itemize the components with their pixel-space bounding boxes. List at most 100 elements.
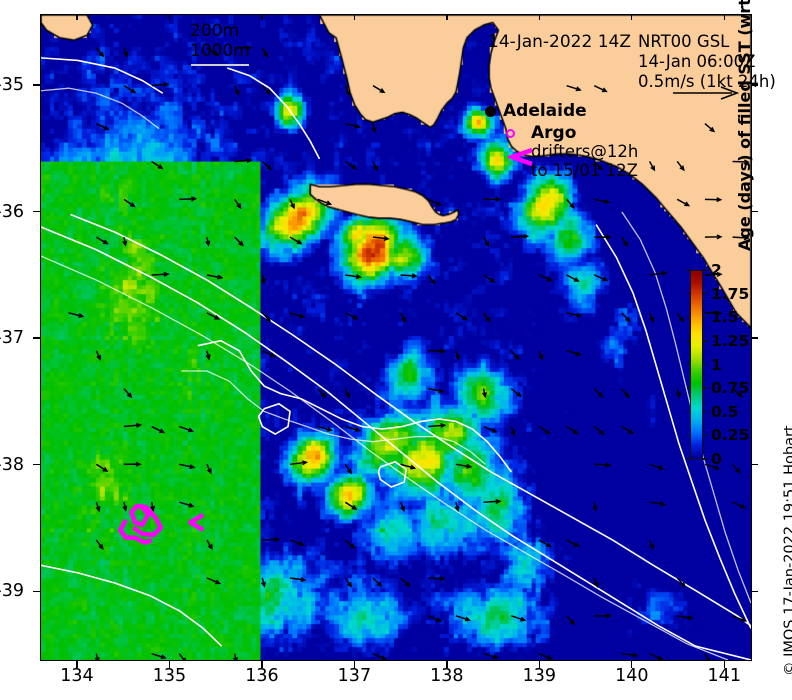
y-tick-label-2: -37 bbox=[0, 328, 24, 349]
colorbar-label-4: 1 bbox=[711, 355, 722, 374]
y-tick-1 bbox=[33, 210, 40, 213]
adelaide-marker-icon bbox=[485, 106, 496, 117]
colorbar-label-0: 0 bbox=[711, 450, 722, 468]
depth-label-200m: 200m bbox=[190, 21, 240, 41]
y-tick-3 bbox=[33, 464, 40, 466]
y-tick-label-1: -36 bbox=[0, 201, 24, 222]
colorbar-label-6: 1.5 bbox=[711, 308, 739, 327]
colorbar-gradient bbox=[690, 270, 703, 459]
argo-legend-line1: drifters@12h bbox=[531, 142, 639, 161]
colorbar-tick-3 bbox=[703, 387, 707, 389]
colorbar-tick-2 bbox=[703, 411, 707, 413]
x-tick-top-3 bbox=[353, 14, 356, 20]
isobath-contour bbox=[41, 255, 729, 660]
colorbar-tick-0 bbox=[703, 458, 707, 460]
colorbar-tick-6 bbox=[703, 316, 707, 318]
colorbar-label-2: 0.5 bbox=[711, 402, 739, 421]
colorbar-tick-8 bbox=[703, 269, 707, 271]
y-tick-0 bbox=[33, 84, 40, 86]
colorbar-tick-left-1 bbox=[687, 434, 690, 437]
x-tick-top-1 bbox=[168, 14, 171, 20]
colorbar-tick-left-0 bbox=[687, 458, 690, 460]
colorbar-tick-7 bbox=[703, 292, 707, 295]
x-tick-label-1: 135 bbox=[152, 666, 187, 686]
y-tick-label-0: -35 bbox=[0, 74, 24, 95]
argo-track-chevron-icon bbox=[508, 147, 533, 167]
x-tick-label-7: 141 bbox=[707, 666, 741, 686]
timestamp-label: 14-Jan-2022 14Z bbox=[488, 32, 631, 52]
argo-drifter-track bbox=[188, 512, 205, 532]
x-tick-0 bbox=[76, 661, 78, 668]
colorbar-tick-left-3 bbox=[687, 387, 690, 389]
x-tick-top-5 bbox=[538, 14, 540, 20]
argo-legend-line2: to 15/01 12Z bbox=[531, 161, 638, 180]
colorbar-tick-left-7 bbox=[687, 292, 690, 295]
y-tick-right-2 bbox=[752, 337, 758, 339]
y-tick-right-3 bbox=[752, 464, 758, 466]
x-tick-top-2 bbox=[261, 14, 263, 20]
y-tick-label-3: -38 bbox=[0, 454, 24, 475]
x-tick-7 bbox=[723, 661, 725, 668]
x-tick-label-4: 138 bbox=[430, 666, 464, 686]
argo-drifter-track bbox=[129, 503, 164, 538]
isobath-contour bbox=[257, 402, 291, 436]
isobath-contour bbox=[41, 564, 223, 647]
x-tick-3 bbox=[353, 661, 356, 668]
x-tick-top-4 bbox=[446, 14, 448, 20]
x-tick-label-2: 136 bbox=[245, 666, 279, 686]
isobath-contour bbox=[197, 339, 512, 473]
x-tick-label-6: 140 bbox=[615, 666, 649, 686]
imos-credit: © IMOS 17-Jan-2022 19:51 Hobart bbox=[782, 425, 792, 676]
y-tick-right-0 bbox=[752, 84, 758, 86]
y-tick-right-4 bbox=[752, 590, 758, 593]
x-tick-6 bbox=[631, 661, 633, 668]
colorbar-tick-5 bbox=[703, 340, 707, 342]
current-info-line2: 14-Jan 06:00Z bbox=[638, 52, 756, 71]
x-tick-label-5: 139 bbox=[522, 666, 557, 686]
map-plot-area[interactable] bbox=[40, 14, 752, 661]
x-tick-1 bbox=[168, 661, 171, 668]
colorbar-tick-1 bbox=[703, 434, 707, 437]
x-tick-label-3: 137 bbox=[337, 666, 372, 686]
depth-scale-rule bbox=[191, 64, 249, 66]
colorbar-label-8: 2 bbox=[711, 261, 722, 279]
x-tick-2 bbox=[261, 661, 263, 668]
map-vector-overlay bbox=[41, 45, 751, 660]
colorbar-label-1: 0.25 bbox=[711, 426, 750, 445]
colorbar-axis-title: Age (days) of filled SST (wrt latest) bbox=[735, 0, 754, 251]
isobath-contour bbox=[41, 57, 164, 94]
colorbar-label-7: 1.75 bbox=[711, 284, 750, 303]
colorbar[interactable] bbox=[690, 270, 703, 459]
isobath-contour bbox=[621, 211, 751, 604]
isobath-contour bbox=[227, 67, 321, 160]
x-tick-top-7 bbox=[723, 14, 725, 20]
x-tick-4 bbox=[446, 661, 448, 668]
isobath-contour bbox=[41, 226, 751, 660]
x-tick-label-0: 134 bbox=[60, 666, 94, 686]
x-tick-top-0 bbox=[76, 14, 78, 20]
colorbar-label-5: 1.25 bbox=[711, 331, 750, 350]
argo-drifter-track bbox=[118, 518, 153, 545]
colorbar-tick-left-2 bbox=[687, 411, 690, 413]
argo-legend-title: Argo bbox=[531, 123, 577, 143]
colorbar-tick-left-4 bbox=[687, 363, 690, 366]
colorbar-tick-left-8 bbox=[687, 269, 690, 271]
adelaide-label: Adelaide bbox=[503, 101, 587, 121]
x-tick-5 bbox=[538, 661, 540, 668]
isobath-contour bbox=[595, 224, 751, 629]
y-tick-label-4: -39 bbox=[0, 581, 24, 602]
current-vector-arrow-icon bbox=[673, 86, 740, 100]
colorbar-tick-left-5 bbox=[687, 340, 690, 342]
colorbar-tick-4 bbox=[703, 363, 707, 366]
depth-label-1000m: 1000m bbox=[190, 41, 250, 61]
current-vector-field bbox=[68, 45, 750, 660]
y-tick-4 bbox=[33, 590, 40, 593]
isobath-contour bbox=[377, 460, 408, 488]
isobath-contour bbox=[70, 213, 751, 627]
current-info-line1: NRT00 GSL bbox=[638, 32, 730, 51]
colorbar-label-3: 0.75 bbox=[711, 379, 750, 398]
isobath-contour bbox=[181, 370, 486, 465]
argo-marker-icon bbox=[506, 129, 515, 138]
current-info-line3: 0.5m/s (1kt 24h) bbox=[638, 72, 776, 91]
